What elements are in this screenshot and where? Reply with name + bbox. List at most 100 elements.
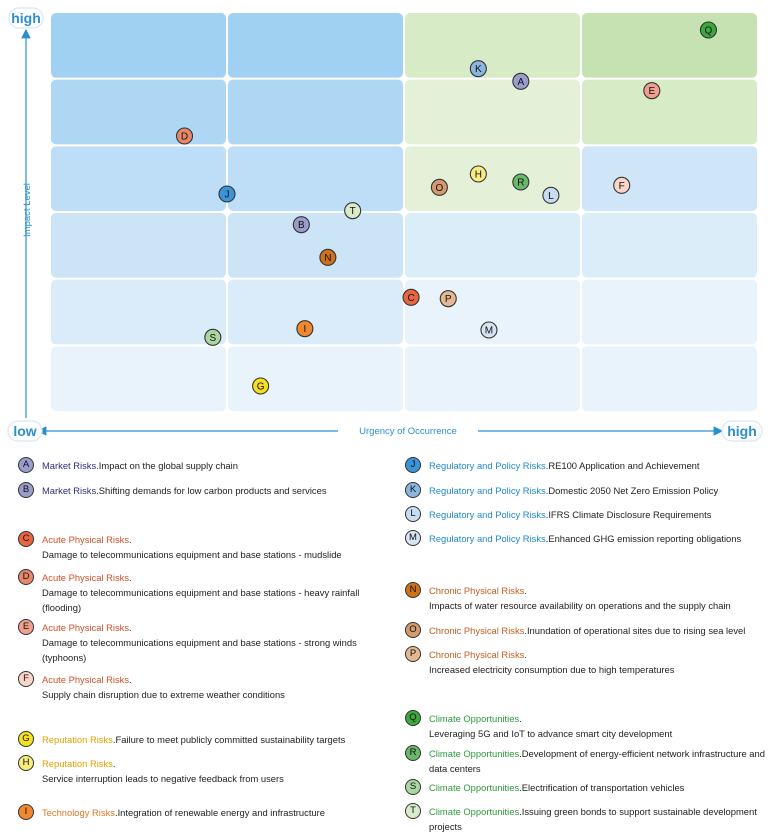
legend-marker: E <box>18 619 34 635</box>
legend-description: Electrification of transportation vehicl… <box>521 782 685 793</box>
legend-category: Acute Physical Risks <box>42 674 130 685</box>
x-low-label: low <box>13 423 36 439</box>
matrix-cell <box>51 346 226 411</box>
svg-text:A: A <box>517 77 524 88</box>
svg-text:E: E <box>648 86 655 97</box>
risk-point-m: M <box>480 321 498 339</box>
matrix-cell <box>405 346 580 411</box>
legend-item-l: L Regulatory and Policy Risks.IFRS Climat… <box>405 506 765 522</box>
legend-description: Increased electricity consumption due to… <box>429 664 675 675</box>
legend-text: Market Risks.Impact on the global supply… <box>42 460 238 471</box>
svg-text:S: S <box>210 333 217 344</box>
legend-text: Technology Risks.Integration of renewabl… <box>42 807 325 818</box>
legend-text: Acute Physical Risks. Supply chain disrup… <box>42 674 285 700</box>
svg-text:C: C <box>407 293 414 304</box>
legend-item-o: O Chronic Physical Risks.Inundation of op… <box>405 622 765 638</box>
legend-text: Acute Physical Risks. Damage to telecommu… <box>42 622 357 663</box>
risk-point-e: E <box>643 82 661 100</box>
svg-text:O: O <box>436 183 444 194</box>
legend-marker: A <box>18 457 34 473</box>
svg-text:I: I <box>303 324 306 335</box>
svg-text:J: J <box>225 190 230 201</box>
legend-item-h: H Reputation Risks. Service interruption l… <box>18 755 378 786</box>
legend-description: Damage to telecommunications equipment a… <box>42 549 342 560</box>
legend-item-b: B Market Risks.Shifting demands for low c… <box>18 482 378 498</box>
matrix-cell <box>228 79 403 145</box>
matrix-cell <box>228 13 403 78</box>
legend-marker: I <box>18 804 34 820</box>
legend-category: Acute Physical Risks <box>42 534 130 545</box>
legend-item-d: D Acute Physical Risks. Damage to telecomm… <box>18 569 378 615</box>
legend-description: Impacts of water resource availability o… <box>429 600 731 611</box>
legend-marker: F <box>18 671 34 687</box>
matrix-cell <box>582 13 757 78</box>
legend-marker: P <box>405 646 421 662</box>
risk-point-n: N <box>319 248 337 266</box>
matrix-cell <box>51 13 226 78</box>
legend-category: Reputation Risks <box>42 734 113 745</box>
legend-category: Technology Risks <box>42 807 115 818</box>
legend-marker: G <box>18 731 34 747</box>
legend-description: Enhanced GHG emission reporting obligati… <box>548 533 742 544</box>
legend-description: Inundation of operational sites due to r… <box>526 625 746 636</box>
risk-point-p: P <box>439 290 457 308</box>
legend-category: Climate Opportunities <box>429 713 520 724</box>
matrix-cell <box>582 79 757 145</box>
legend-item-m: M Regulatory and Policy Risks.Enhanced GH… <box>405 530 765 546</box>
legend-text: Market Risks.Shifting demands for low ca… <box>42 485 327 496</box>
legend-item-p: P Chronic Physical Risks. Increased electr… <box>405 646 765 677</box>
legend-category: Regulatory and Policy Risks <box>429 509 546 520</box>
legend-category: Climate Opportunities <box>429 782 520 793</box>
legend-item-q: Q Climate Opportunities. Leveraging 5G and… <box>405 710 765 741</box>
legend-item-c: C Acute Physical Risks. Damage to telecomm… <box>18 531 378 562</box>
legend-text: Climate Opportunities.Electrification of… <box>429 782 685 793</box>
legend-item-e: E Acute Physical Risks. Damage to telecomm… <box>18 619 378 665</box>
legend-description: Development of energy-efficient network … <box>429 748 765 774</box>
risk-point-d: D <box>175 127 194 145</box>
legend-description: Service interruption leads to negative f… <box>42 773 284 784</box>
svg-text:B: B <box>298 220 305 231</box>
legend-item-g: G Reputation Risks.Failure to meet public… <box>18 731 378 747</box>
legend-description: Issuing green bonds to support sustainab… <box>429 806 757 832</box>
legend-text: Acute Physical Risks. Damage to telecommu… <box>42 534 342 560</box>
legend-text: Chronic Physical Risks. Increased electri… <box>429 649 675 675</box>
svg-text:P: P <box>445 294 452 305</box>
legend-marker: D <box>18 569 34 585</box>
matrix-cell <box>51 279 226 345</box>
legend-description: Shifting demands for low carbon products… <box>98 485 327 496</box>
matrix-cell <box>405 213 580 278</box>
legend-category: Chronic Physical Risks <box>429 585 525 596</box>
risk-point-q: Q <box>699 21 717 39</box>
legend-category: Chronic Physical Risks <box>429 625 525 636</box>
matrix-cell <box>405 146 580 211</box>
legend-item-f: F Acute Physical Risks. Supply chain disru… <box>18 671 378 702</box>
legend-item-i: I Technology Risks.Integration of renewab… <box>18 804 378 820</box>
matrix-cell <box>582 279 757 345</box>
risk-point-f: F <box>613 176 631 194</box>
legend-category: Climate Opportunities <box>429 806 520 817</box>
legend-marker: N <box>405 582 421 598</box>
legend-text: Regulatory and Policy Risks.RE100 Applic… <box>429 460 700 471</box>
legend-item-s: S Climate Opportunities.Electrification o… <box>405 779 765 795</box>
risk-point-k: K <box>469 60 487 78</box>
svg-text:N: N <box>324 253 331 264</box>
risk-point-b: B <box>292 216 310 234</box>
legend-text: Regulatory and Policy Risks.Enhanced GHG… <box>429 533 742 544</box>
risk-point-l: L <box>542 186 560 204</box>
legend-item-r: R Climate Opportunities.Development of en… <box>405 745 765 776</box>
risk-point-a: A <box>512 72 530 90</box>
legend-description: Damage to telecommunications equipment a… <box>42 587 360 613</box>
legend-category: Market Risks <box>42 485 97 496</box>
matrix-cell <box>582 346 757 411</box>
matrix-cell <box>51 79 226 145</box>
matrix-cell <box>51 146 226 211</box>
legend-category: Acute Physical Risks <box>42 622 130 633</box>
svg-text:T: T <box>350 206 356 217</box>
legend-marker: K <box>405 482 421 498</box>
svg-text:F: F <box>619 181 625 192</box>
risk-matrix: A B C D E F G H I J K L M N O P Q R S T high Impact Level l… <box>7 7 763 442</box>
svg-text:Q: Q <box>705 26 713 37</box>
legend-text: Regulatory and Policy Risks.IFRS Climate… <box>429 509 712 520</box>
legend-category: Reputation Risks <box>42 758 113 769</box>
legend-description: IFRS Climate Disclosure Requirements <box>548 509 712 520</box>
